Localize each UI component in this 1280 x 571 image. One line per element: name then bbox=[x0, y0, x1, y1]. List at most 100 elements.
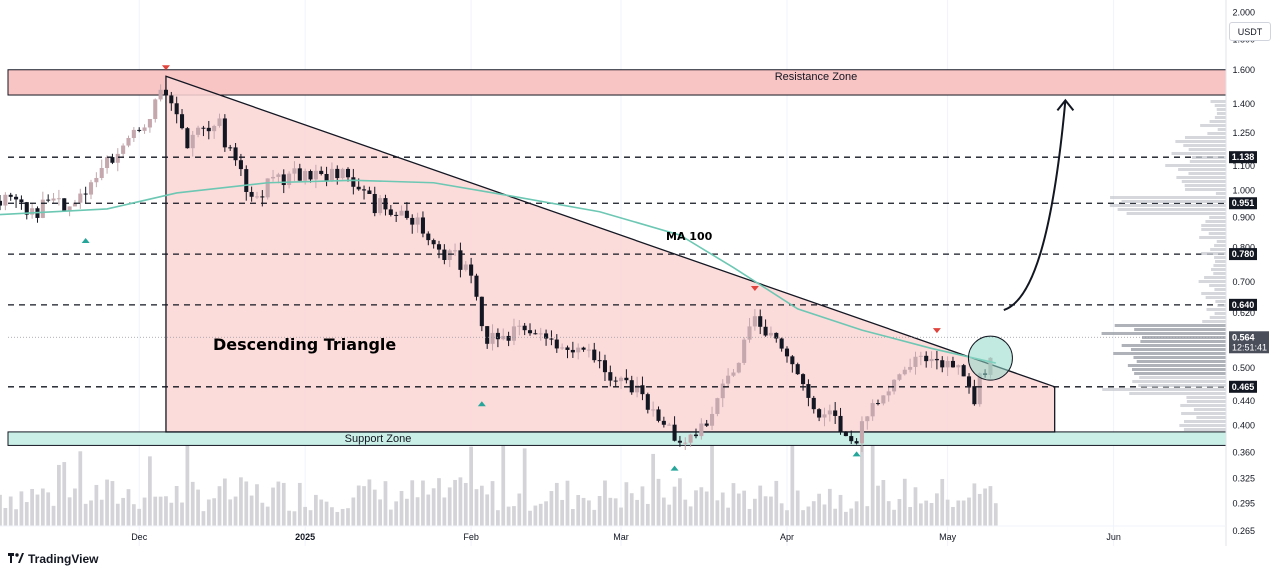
volume-profile-bar bbox=[1184, 136, 1226, 139]
volume-profile-bar bbox=[1165, 164, 1226, 167]
level-tag bbox=[1229, 298, 1257, 311]
volume-profile-bar bbox=[1183, 428, 1226, 431]
volume-bar bbox=[533, 505, 538, 526]
candle-up bbox=[913, 356, 918, 367]
volume-bar bbox=[774, 480, 779, 526]
candle-down bbox=[46, 199, 51, 201]
tradingview-watermark[interactable]: TradingView bbox=[8, 552, 98, 566]
volume-bar bbox=[918, 503, 923, 526]
volume-bar bbox=[988, 486, 993, 526]
candle-down bbox=[169, 95, 174, 104]
candle-down bbox=[972, 386, 977, 405]
candle-down bbox=[527, 330, 533, 334]
candle-up bbox=[908, 366, 913, 370]
level-tag bbox=[1229, 197, 1257, 210]
volume-bar bbox=[913, 487, 918, 526]
volume-bar bbox=[94, 484, 99, 526]
volume-profile-bar bbox=[1121, 200, 1226, 203]
volume-bar bbox=[126, 489, 131, 526]
candle-down bbox=[661, 420, 666, 425]
volume-bar bbox=[201, 511, 206, 526]
price-axis[interactable]: 2.0001.8001.6001.4001.2501.1001.0000.900… bbox=[1225, 0, 1269, 546]
volume-bar bbox=[437, 478, 441, 526]
volume-bar bbox=[613, 498, 618, 526]
currency-label[interactable]: USDT bbox=[1229, 22, 1271, 41]
candle-up bbox=[329, 168, 334, 181]
volume-bar bbox=[67, 497, 72, 526]
candle-up bbox=[945, 360, 950, 368]
candle-down bbox=[795, 364, 800, 375]
candle-up bbox=[827, 410, 832, 415]
candle-down bbox=[426, 233, 431, 241]
candle-up bbox=[196, 127, 201, 135]
volume-bar bbox=[496, 510, 500, 526]
volume-bar bbox=[651, 453, 656, 526]
volume-profile-bar bbox=[1213, 264, 1226, 267]
candle-up bbox=[490, 332, 495, 344]
volume-bar bbox=[190, 481, 195, 526]
volume-bar bbox=[442, 497, 447, 526]
volume-profile-bar bbox=[1181, 412, 1226, 415]
volume-bar bbox=[153, 496, 158, 526]
volume-bar bbox=[131, 504, 136, 526]
volume-bar bbox=[656, 478, 661, 526]
time-tick-label: Feb bbox=[463, 532, 479, 542]
candle-up bbox=[870, 403, 875, 417]
candle-up bbox=[688, 434, 693, 443]
candle-down bbox=[0, 200, 3, 206]
volume-profile-bar bbox=[1209, 284, 1226, 287]
candle-up bbox=[886, 391, 891, 396]
volume-bar bbox=[206, 499, 211, 526]
volume-bar bbox=[405, 498, 409, 526]
volume-bar bbox=[469, 446, 474, 526]
price-tick-label: 0.265 bbox=[1232, 526, 1255, 536]
candle-up bbox=[265, 178, 270, 198]
candle-up bbox=[929, 358, 934, 362]
volume-bar bbox=[196, 489, 200, 526]
price-tick-label: 1.000 bbox=[1232, 185, 1255, 195]
volume-bar bbox=[249, 495, 254, 526]
candle-up bbox=[217, 118, 222, 126]
candle-down bbox=[324, 173, 329, 181]
candle-up bbox=[720, 383, 725, 399]
candle-down bbox=[222, 118, 227, 148]
volume-bar bbox=[624, 482, 629, 526]
volume-bar bbox=[222, 478, 227, 526]
candle-up bbox=[126, 137, 131, 146]
candle-down bbox=[672, 424, 677, 441]
candle-up bbox=[72, 202, 77, 207]
volume-profile-bar bbox=[1130, 348, 1226, 351]
ma100-line bbox=[0, 179, 996, 364]
candle-down bbox=[779, 338, 784, 349]
volume-profile-bar bbox=[1138, 384, 1226, 387]
candle-down bbox=[62, 198, 67, 212]
volume-profile-bar bbox=[1184, 420, 1226, 423]
volume-bar bbox=[276, 481, 281, 526]
volume-profile-bar bbox=[1216, 240, 1226, 243]
volume-bar bbox=[886, 501, 891, 526]
volume-bar bbox=[313, 494, 318, 526]
volume-bar bbox=[426, 494, 431, 526]
time-tick-label: 2025 bbox=[295, 532, 315, 542]
volume-profile-bar bbox=[1126, 212, 1226, 215]
volume-bar bbox=[463, 482, 468, 526]
volume-bar bbox=[383, 481, 388, 526]
candle-down bbox=[335, 168, 340, 179]
volume-bar bbox=[817, 493, 821, 526]
volume-bar bbox=[870, 434, 875, 526]
zones: Resistance Zone Support Zone bbox=[7, 69, 1227, 446]
volume-bar bbox=[769, 496, 773, 526]
candle-down bbox=[640, 385, 645, 395]
volume-bar bbox=[967, 497, 971, 526]
volume-profile-bar bbox=[1185, 188, 1226, 191]
volume-bar bbox=[699, 487, 704, 526]
volume-bar bbox=[447, 487, 452, 526]
volume-profile-bar bbox=[1205, 296, 1226, 299]
volume-profile-bar bbox=[1196, 416, 1226, 419]
time-axis[interactable]: Dec 2025 Feb Mar Apr May Jun bbox=[0, 525, 1226, 542]
candle-down bbox=[854, 441, 859, 444]
volume-bars bbox=[0, 431, 998, 526]
price-tick-label: 1.250 bbox=[1232, 128, 1255, 138]
volume-profile-bar bbox=[1214, 116, 1226, 119]
